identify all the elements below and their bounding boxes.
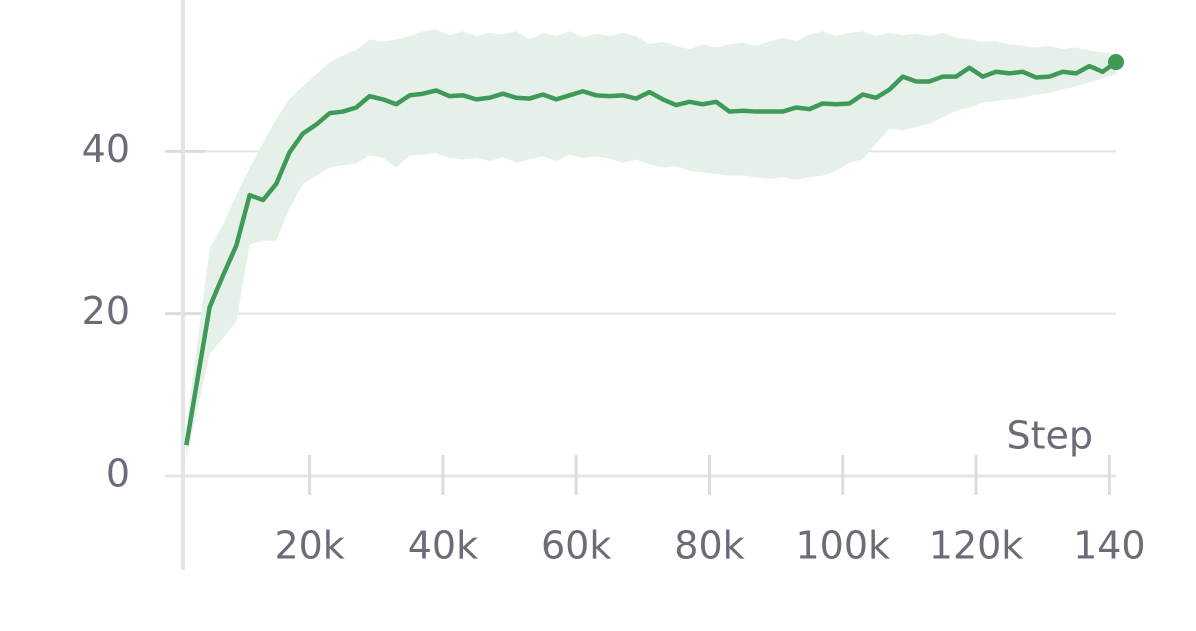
y-tick-label: 40: [82, 127, 130, 171]
y-tick-label: 0: [106, 452, 130, 496]
line: [184, 60, 1118, 446]
x-tick-label: 100k: [795, 524, 890, 568]
band: [186, 29, 1116, 460]
end-point: [1108, 54, 1124, 71]
x-tick-label: 60k: [541, 524, 611, 568]
y-tick-label: 60: [82, 0, 130, 9]
x-tick-label: 20k: [274, 524, 344, 568]
x-axis-label: Step: [1006, 414, 1093, 458]
y-tick-label: 20: [82, 289, 130, 333]
x-tick-label: 140: [1073, 524, 1146, 568]
x-tick-label: 80k: [674, 524, 744, 568]
x-tick-label: 40k: [408, 524, 478, 568]
x-tick-label: 120k: [929, 524, 1024, 568]
